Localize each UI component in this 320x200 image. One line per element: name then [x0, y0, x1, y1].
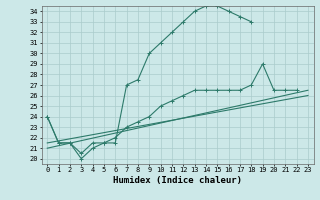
- X-axis label: Humidex (Indice chaleur): Humidex (Indice chaleur): [113, 176, 242, 185]
